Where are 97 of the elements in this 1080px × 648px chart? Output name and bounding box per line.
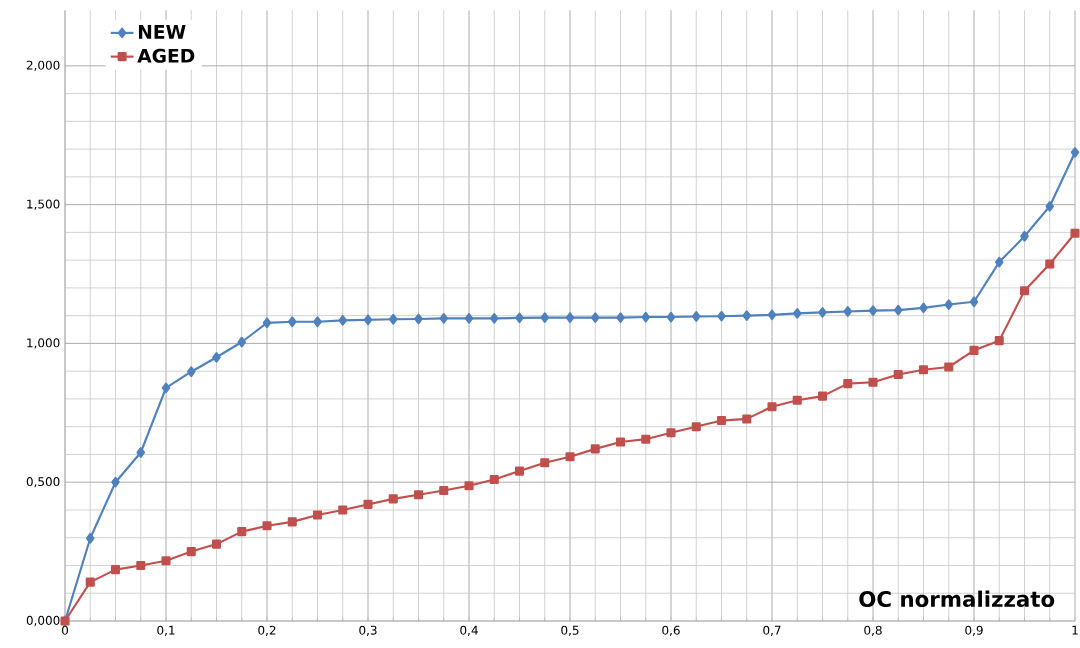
x-tick-label: 0,2: [258, 625, 276, 636]
point: [616, 312, 625, 323]
point: [111, 476, 120, 488]
point: [818, 306, 827, 318]
point: [211, 539, 222, 549]
point: [1045, 259, 1055, 269]
point: [338, 505, 348, 515]
point: [843, 379, 853, 389]
point: [464, 481, 474, 491]
point: [388, 494, 398, 504]
point: [641, 434, 651, 444]
point: [287, 316, 297, 328]
point: [919, 302, 928, 314]
point: [540, 312, 550, 323]
point: [666, 311, 676, 323]
y-tick-label: 2,000: [26, 60, 60, 71]
point: [742, 414, 752, 424]
point: [136, 447, 146, 458]
y-tick-label: 1,000: [27, 338, 60, 349]
point: [186, 547, 196, 557]
point: [161, 382, 171, 394]
point: [413, 490, 424, 500]
x-tick-label: 0,3: [359, 625, 377, 636]
point: [515, 312, 524, 324]
point: [439, 485, 449, 496]
point: [237, 336, 247, 348]
point: [1045, 200, 1055, 212]
point: [792, 395, 802, 405]
point: [136, 560, 146, 570]
point: [1019, 286, 1030, 296]
y-tick-label: 0,000: [26, 615, 60, 627]
point: [792, 308, 802, 319]
point: [212, 351, 221, 363]
y-tick-label: 0,500: [26, 477, 60, 488]
point: [843, 306, 853, 317]
point: [540, 458, 550, 468]
point: [439, 313, 449, 324]
point: [918, 365, 929, 375]
point: [742, 310, 752, 321]
point: [641, 311, 651, 323]
point: [969, 345, 979, 355]
point: [363, 314, 373, 326]
point: [590, 444, 600, 454]
point: [338, 315, 348, 326]
point: [110, 565, 121, 575]
point: [1020, 230, 1029, 242]
point: [716, 416, 727, 426]
point: [388, 313, 398, 325]
point: [313, 316, 322, 328]
point: [817, 391, 828, 401]
point: [944, 299, 954, 310]
point: [615, 437, 626, 447]
point: [565, 452, 575, 462]
point: [666, 428, 676, 438]
x-axis-title: OC normalizzato: [859, 590, 1055, 608]
point: [514, 466, 525, 476]
point: [717, 310, 726, 322]
point: [691, 311, 701, 322]
x-tick-label: 0,8: [864, 625, 882, 636]
point: [489, 313, 499, 324]
point: [944, 362, 954, 372]
x-tick-label: 0,5: [561, 625, 579, 636]
point: [262, 317, 272, 329]
point: [464, 313, 474, 324]
point: [767, 402, 777, 412]
point: [893, 369, 903, 380]
x-tick-label: 0,1: [157, 625, 175, 636]
x-tick-label: 0,9: [965, 625, 983, 636]
point: [489, 474, 499, 484]
point: [186, 366, 196, 378]
x-tick-label: 0,6: [662, 625, 680, 636]
point: [590, 312, 600, 323]
point: [363, 499, 373, 509]
legend-label: NEW: [138, 25, 186, 39]
point: [868, 305, 878, 316]
point: [414, 313, 423, 325]
x-tick-label: 0,7: [763, 625, 781, 636]
point: [287, 517, 297, 527]
point: [691, 422, 701, 432]
point: [893, 304, 903, 316]
y-tick-label: 1,500: [27, 199, 60, 210]
point: [565, 312, 575, 323]
point: [161, 556, 171, 566]
point: [868, 377, 878, 387]
legend-label: AGED: [137, 48, 195, 63]
x-tick-label: 0: [61, 625, 69, 635]
point: [237, 527, 247, 537]
point: [262, 521, 272, 531]
point: [85, 577, 95, 587]
x-tick-label: 1: [1072, 625, 1078, 635]
point: [312, 510, 323, 520]
point: [994, 336, 1004, 346]
point: [767, 309, 777, 321]
point: [969, 296, 979, 308]
point: [994, 256, 1004, 268]
point: [85, 532, 95, 544]
x-tick-label: 0,4: [460, 625, 478, 636]
